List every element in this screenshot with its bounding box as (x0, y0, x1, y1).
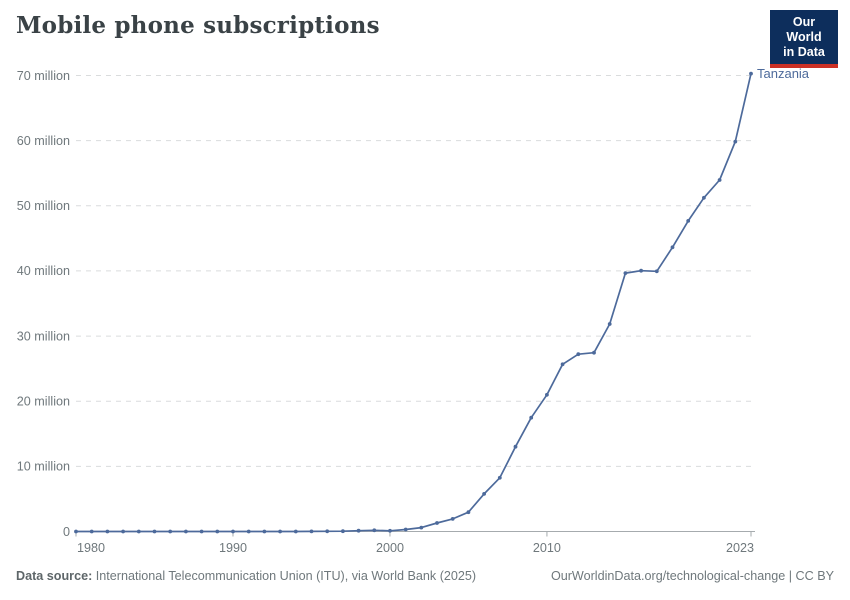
y-tick-label: 20 million (17, 395, 70, 409)
data-point (435, 521, 439, 525)
data-point (419, 525, 424, 530)
footer: Data source: International Telecommunica… (16, 569, 834, 583)
data-point (450, 517, 455, 521)
data-point (403, 527, 408, 532)
data-point (231, 529, 235, 534)
owid-logo-line2: in Data (783, 45, 825, 59)
x-tick-label: 2000 (376, 541, 404, 555)
x-tick-label: 1980 (77, 541, 105, 555)
owid-logo-line1: Our World (786, 15, 822, 44)
data-point (529, 415, 534, 420)
data-point (341, 529, 345, 534)
data-point (278, 529, 282, 534)
data-point (105, 529, 110, 534)
data-point (607, 322, 612, 326)
data-point (482, 492, 486, 496)
y-tick-label: 40 million (17, 264, 70, 278)
data-point (309, 529, 314, 534)
data-point (592, 350, 596, 355)
data-point (717, 178, 722, 182)
y-tick-label: 70 million (17, 69, 70, 83)
y-tick-label: 60 million (17, 134, 70, 148)
license-badge: | CC BY (785, 569, 834, 583)
data-point (749, 71, 753, 76)
y-tick-label: 0 (63, 525, 70, 539)
y-tick-label: 30 million (17, 329, 70, 343)
data-point (168, 529, 173, 534)
data-point (293, 529, 298, 534)
data-point (152, 529, 157, 534)
data-point (262, 529, 267, 534)
data-point (513, 444, 518, 449)
data-point (576, 352, 581, 357)
owid-url-link[interactable]: OurWorldinData.org/technological-change (550, 569, 786, 583)
data-point (702, 195, 706, 200)
data-point (560, 362, 565, 367)
y-tick-label: 50 million (17, 199, 70, 213)
data-source-note: Data source: International Telecommunica… (16, 569, 476, 583)
x-tick-label: 2023 (726, 541, 754, 555)
data-point (215, 529, 220, 534)
data-point (733, 139, 738, 144)
owid-logo: Our World in Data (770, 10, 838, 68)
footer-attribution: OurWorldinData.org/technological-change … (551, 569, 834, 583)
data-source-label: Data source: (16, 569, 93, 583)
data-point (654, 269, 659, 274)
data-point (372, 528, 377, 533)
data-point (199, 529, 204, 534)
page-title: Mobile phone subscriptions (16, 12, 380, 39)
data-point (325, 529, 330, 534)
data-point (466, 510, 471, 515)
data-point (184, 529, 188, 534)
series-label-tanzania: Tanzania (757, 66, 810, 81)
data-point (356, 528, 361, 533)
series-line-tanzania (75, 72, 752, 533)
data-point (497, 475, 502, 480)
data-point (686, 219, 691, 223)
data-point (74, 529, 78, 534)
x-tick-label: 2010 (533, 541, 561, 555)
data-point (639, 268, 643, 273)
data-point (89, 529, 94, 534)
x-tick-label: 1990 (219, 541, 247, 555)
data-point (246, 529, 251, 534)
data-point (136, 529, 141, 534)
data-source-text: International Telecommunication Union (I… (92, 569, 477, 583)
data-point (545, 392, 549, 397)
y-tick-label: 10 million (17, 460, 70, 474)
data-point (670, 245, 675, 250)
data-point (623, 271, 628, 275)
data-point (388, 528, 392, 533)
data-point (121, 529, 125, 534)
